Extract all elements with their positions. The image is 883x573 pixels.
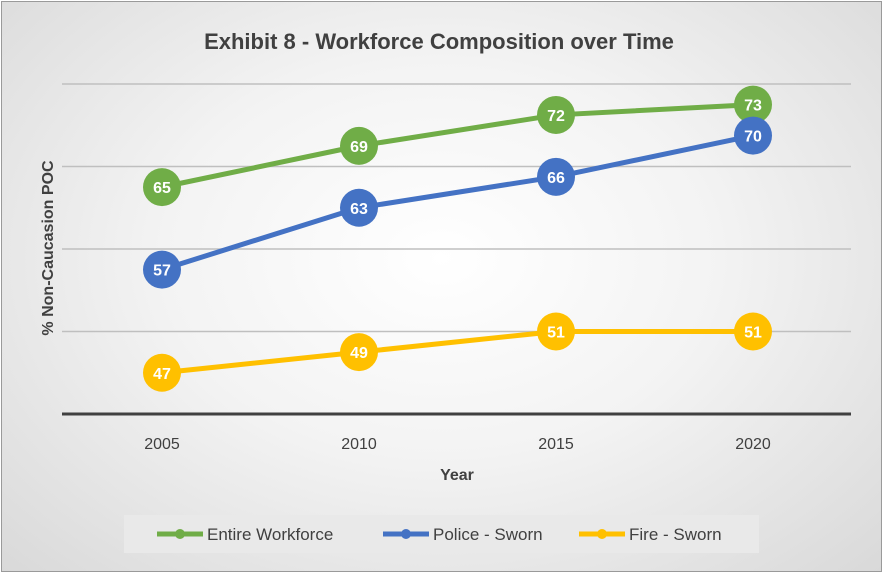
series-line: [161, 329, 753, 376]
x-tick-label: 2015: [538, 436, 574, 453]
data-label: 51: [744, 325, 762, 342]
data-point: [143, 168, 181, 207]
data-point: [537, 312, 575, 351]
series-fire-sworn: 47 49 51 51: [143, 312, 772, 392]
gridlines: [62, 83, 851, 333]
legend-label: Police - Sworn: [433, 525, 543, 544]
data-label: 49: [350, 345, 368, 362]
data-point: [537, 95, 575, 134]
series-line: [161, 133, 754, 273]
legend-item: Entire Workforce: [157, 525, 333, 544]
data-point: [143, 250, 181, 289]
data-point: [340, 126, 378, 165]
series-group: 65 69 72 73 57 63 66 70 47 49 51 51: [143, 85, 772, 392]
legend-item: Police - Sworn: [383, 525, 543, 544]
data-label: 73: [744, 98, 762, 115]
data-label: 70: [744, 129, 762, 146]
legend-marker: [175, 529, 185, 539]
chart-title: Exhibit 8 - Workforce Composition over T…: [204, 29, 674, 54]
data-label: 69: [350, 139, 368, 156]
data-label: 51: [547, 325, 565, 342]
data-label: 66: [547, 170, 565, 187]
x-tick-label: 2010: [341, 436, 377, 453]
legend-label: Fire - Sworn: [629, 525, 722, 544]
data-point: [734, 312, 772, 351]
series-police-sworn: 57 63 66 70: [143, 116, 772, 289]
data-point: [734, 116, 772, 155]
legend-box: [124, 515, 759, 553]
x-tick-label: 2005: [144, 436, 180, 453]
data-label: 65: [153, 180, 171, 197]
legend-marker: [401, 529, 411, 539]
x-tick-labels: 2005 2010 2015 2020: [144, 436, 771, 453]
legend-label: Entire Workforce: [207, 525, 333, 544]
x-axis-title: Year: [440, 467, 474, 484]
data-label: 47: [153, 366, 171, 383]
data-label: 63: [350, 201, 368, 218]
series-entire-workforce: 65 69 72 73: [143, 85, 772, 207]
legend-marker: [597, 529, 607, 539]
x-tick-label: 2020: [735, 436, 771, 453]
legend: Entire Workforce Police - Sworn Fire - Swo…: [157, 525, 722, 544]
data-point: [340, 188, 378, 227]
legend-item: Fire - Sworn: [579, 525, 722, 544]
data-label: 57: [153, 263, 171, 280]
data-label: 72: [547, 108, 565, 125]
data-point: [734, 85, 772, 124]
series-line: [161, 102, 754, 190]
y-axis-title: % Non-Caucasion POC: [40, 160, 57, 336]
data-point: [537, 157, 575, 196]
data-point: [340, 333, 378, 372]
data-point: [143, 353, 181, 392]
